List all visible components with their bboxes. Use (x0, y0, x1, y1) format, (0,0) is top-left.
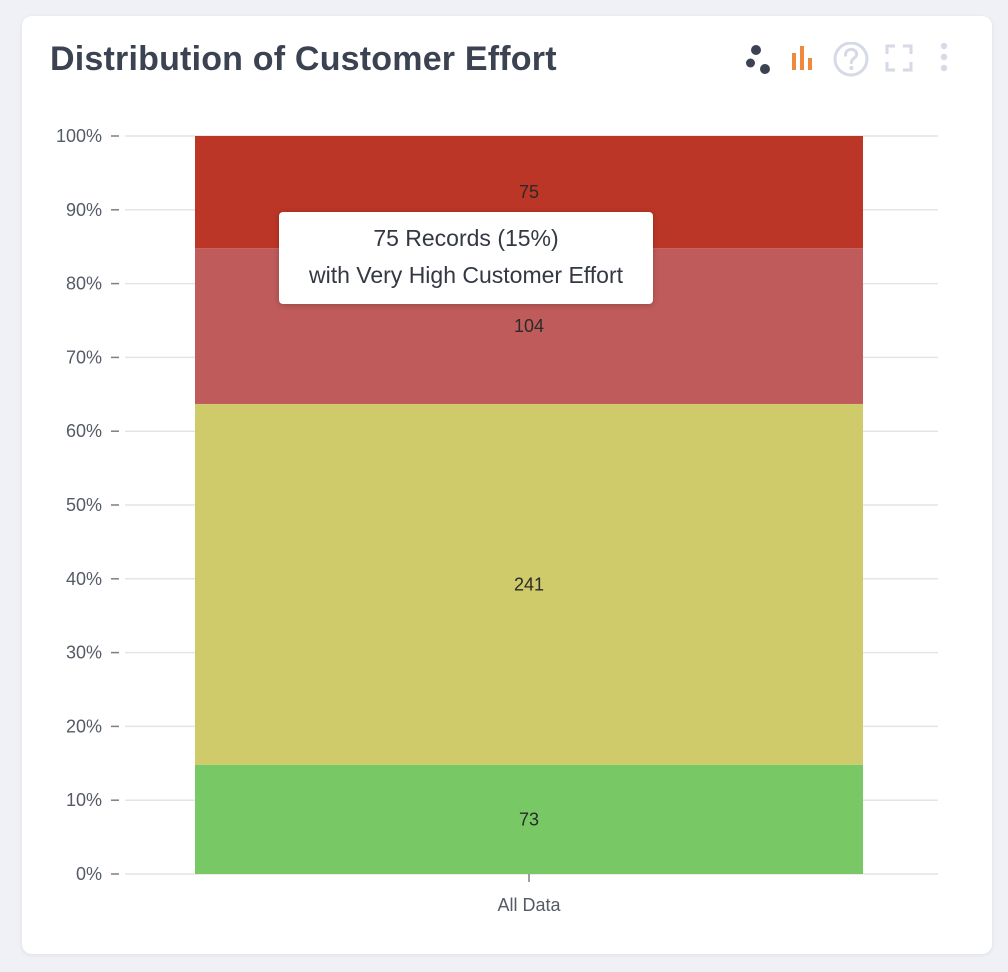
segment-value-label: 241 (514, 574, 544, 594)
y-tick-label: 0% (76, 864, 102, 884)
chart-tooltip: 75 Records (15%) with Very High Customer… (279, 212, 653, 304)
segment-value-label: 104 (514, 316, 544, 336)
y-tick-label: 20% (66, 716, 102, 736)
expand-icon[interactable] (882, 42, 922, 82)
tooltip-line-1: 75 Records (15%) (373, 225, 559, 251)
y-tick-label: 30% (66, 643, 102, 663)
more-vertical-icon[interactable] (932, 42, 962, 82)
bar-segment (195, 764, 863, 874)
segment-value-label: 73 (519, 809, 539, 829)
widget-title: Distribution of Customer Effort (50, 40, 557, 78)
bar-chart-icon[interactable] (786, 42, 826, 82)
y-tick-label: 10% (66, 790, 102, 810)
help-icon[interactable] (832, 42, 872, 82)
y-tick-label: 100% (56, 126, 102, 146)
y-tick-label: 80% (66, 274, 102, 294)
bar-segment (195, 403, 863, 765)
segment-value-label: 75 (519, 182, 539, 202)
scatter-icon[interactable] (742, 42, 782, 82)
y-tick-label: 60% (66, 421, 102, 441)
x-tick-label: All Data (497, 895, 561, 915)
y-tick-label: 40% (66, 569, 102, 589)
y-tick-label: 90% (66, 200, 102, 220)
tooltip-line-2: with Very High Customer Effort (308, 262, 624, 288)
chart-card: Distribution of Customer Effort (22, 16, 992, 954)
stacked-bar-chart: 0% 10% 20% 30% 40% 50% 60% 70% 80% 90% 100% 73 241 10… (56, 126, 938, 915)
y-tick-label: 70% (66, 347, 102, 367)
y-tick-label: 50% (66, 495, 102, 515)
